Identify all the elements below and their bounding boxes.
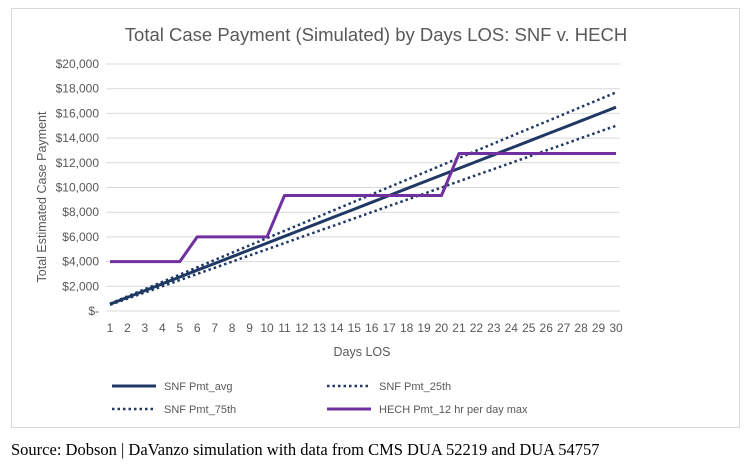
y-tick-label: $8,000 bbox=[62, 205, 99, 219]
x-tick-label: 9 bbox=[246, 321, 253, 335]
x-tick-label: 29 bbox=[592, 321, 606, 335]
legend-label: SNF Pmt_avg bbox=[164, 381, 232, 393]
x-tick-label: 7 bbox=[211, 321, 218, 335]
y-tick-label: $12,000 bbox=[56, 156, 100, 170]
x-tick-label: 22 bbox=[470, 321, 484, 335]
x-tick-label: 30 bbox=[609, 321, 623, 335]
x-tick-label: 28 bbox=[574, 321, 588, 335]
y-tick-label: $2,000 bbox=[62, 279, 99, 293]
x-tick-label: 15 bbox=[348, 321, 362, 335]
y-tick-label: $18,000 bbox=[56, 82, 100, 96]
x-tick-label: 6 bbox=[194, 321, 201, 335]
x-tick-label: 16 bbox=[365, 321, 379, 335]
x-tick-label: 3 bbox=[142, 321, 149, 335]
x-tick-label: 4 bbox=[159, 321, 166, 335]
x-tick-label: 23 bbox=[487, 321, 501, 335]
line-chart: Total Case Payment (Simulated) by Days L… bbox=[35, 24, 627, 416]
legend-label: HECH Pmt_12 hr per day max bbox=[379, 404, 528, 416]
y-axis-title: Total Estimated Case Payment bbox=[35, 111, 49, 282]
series-line-3 bbox=[109, 91, 617, 305]
x-tick-label: 26 bbox=[540, 321, 554, 335]
x-tick-label: 18 bbox=[400, 321, 414, 335]
x-tick-label: 10 bbox=[260, 321, 274, 335]
x-tick-label: 27 bbox=[557, 321, 571, 335]
chart-area: Total Case Payment (Simulated) by Days L… bbox=[11, 8, 740, 428]
legend-label: SNF Pmt_25th bbox=[379, 381, 451, 393]
series-line-2 bbox=[109, 124, 617, 306]
chart-title: Total Case Payment (Simulated) by Days L… bbox=[125, 24, 627, 45]
y-tick-label: $20,000 bbox=[56, 57, 100, 71]
x-tick-label: 24 bbox=[505, 321, 519, 335]
x-tick-label: 14 bbox=[330, 321, 344, 335]
x-tick-label: 21 bbox=[452, 321, 466, 335]
y-tick-label: $- bbox=[88, 304, 99, 318]
x-tick-label: 19 bbox=[417, 321, 431, 335]
y-tick-label: $16,000 bbox=[56, 106, 100, 120]
x-tick-label: 11 bbox=[278, 321, 291, 335]
x-tick-label: 2 bbox=[124, 321, 131, 335]
y-tick-label: $10,000 bbox=[56, 181, 100, 195]
x-tick-label: 17 bbox=[382, 321, 396, 335]
x-tick-label: 8 bbox=[229, 321, 236, 335]
legend-label: SNF Pmt_75th bbox=[164, 404, 236, 416]
x-tick-label: 1 bbox=[107, 321, 114, 335]
y-tick-label: $14,000 bbox=[56, 131, 100, 145]
x-tick-label: 5 bbox=[176, 321, 183, 335]
x-axis-title: Days LOS bbox=[334, 345, 391, 359]
y-tick-label: $6,000 bbox=[62, 230, 99, 244]
y-tick-label: $4,000 bbox=[62, 255, 99, 269]
x-tick-label: 12 bbox=[295, 321, 309, 335]
x-tick-label: 13 bbox=[313, 321, 327, 335]
series-line-1 bbox=[109, 105, 617, 306]
x-tick-label: 25 bbox=[522, 321, 536, 335]
x-tick-label: 20 bbox=[435, 321, 449, 335]
source-note: Source: Dobson | DaVanzo simulation with… bbox=[11, 440, 600, 459]
series-line-4 bbox=[110, 152, 616, 264]
